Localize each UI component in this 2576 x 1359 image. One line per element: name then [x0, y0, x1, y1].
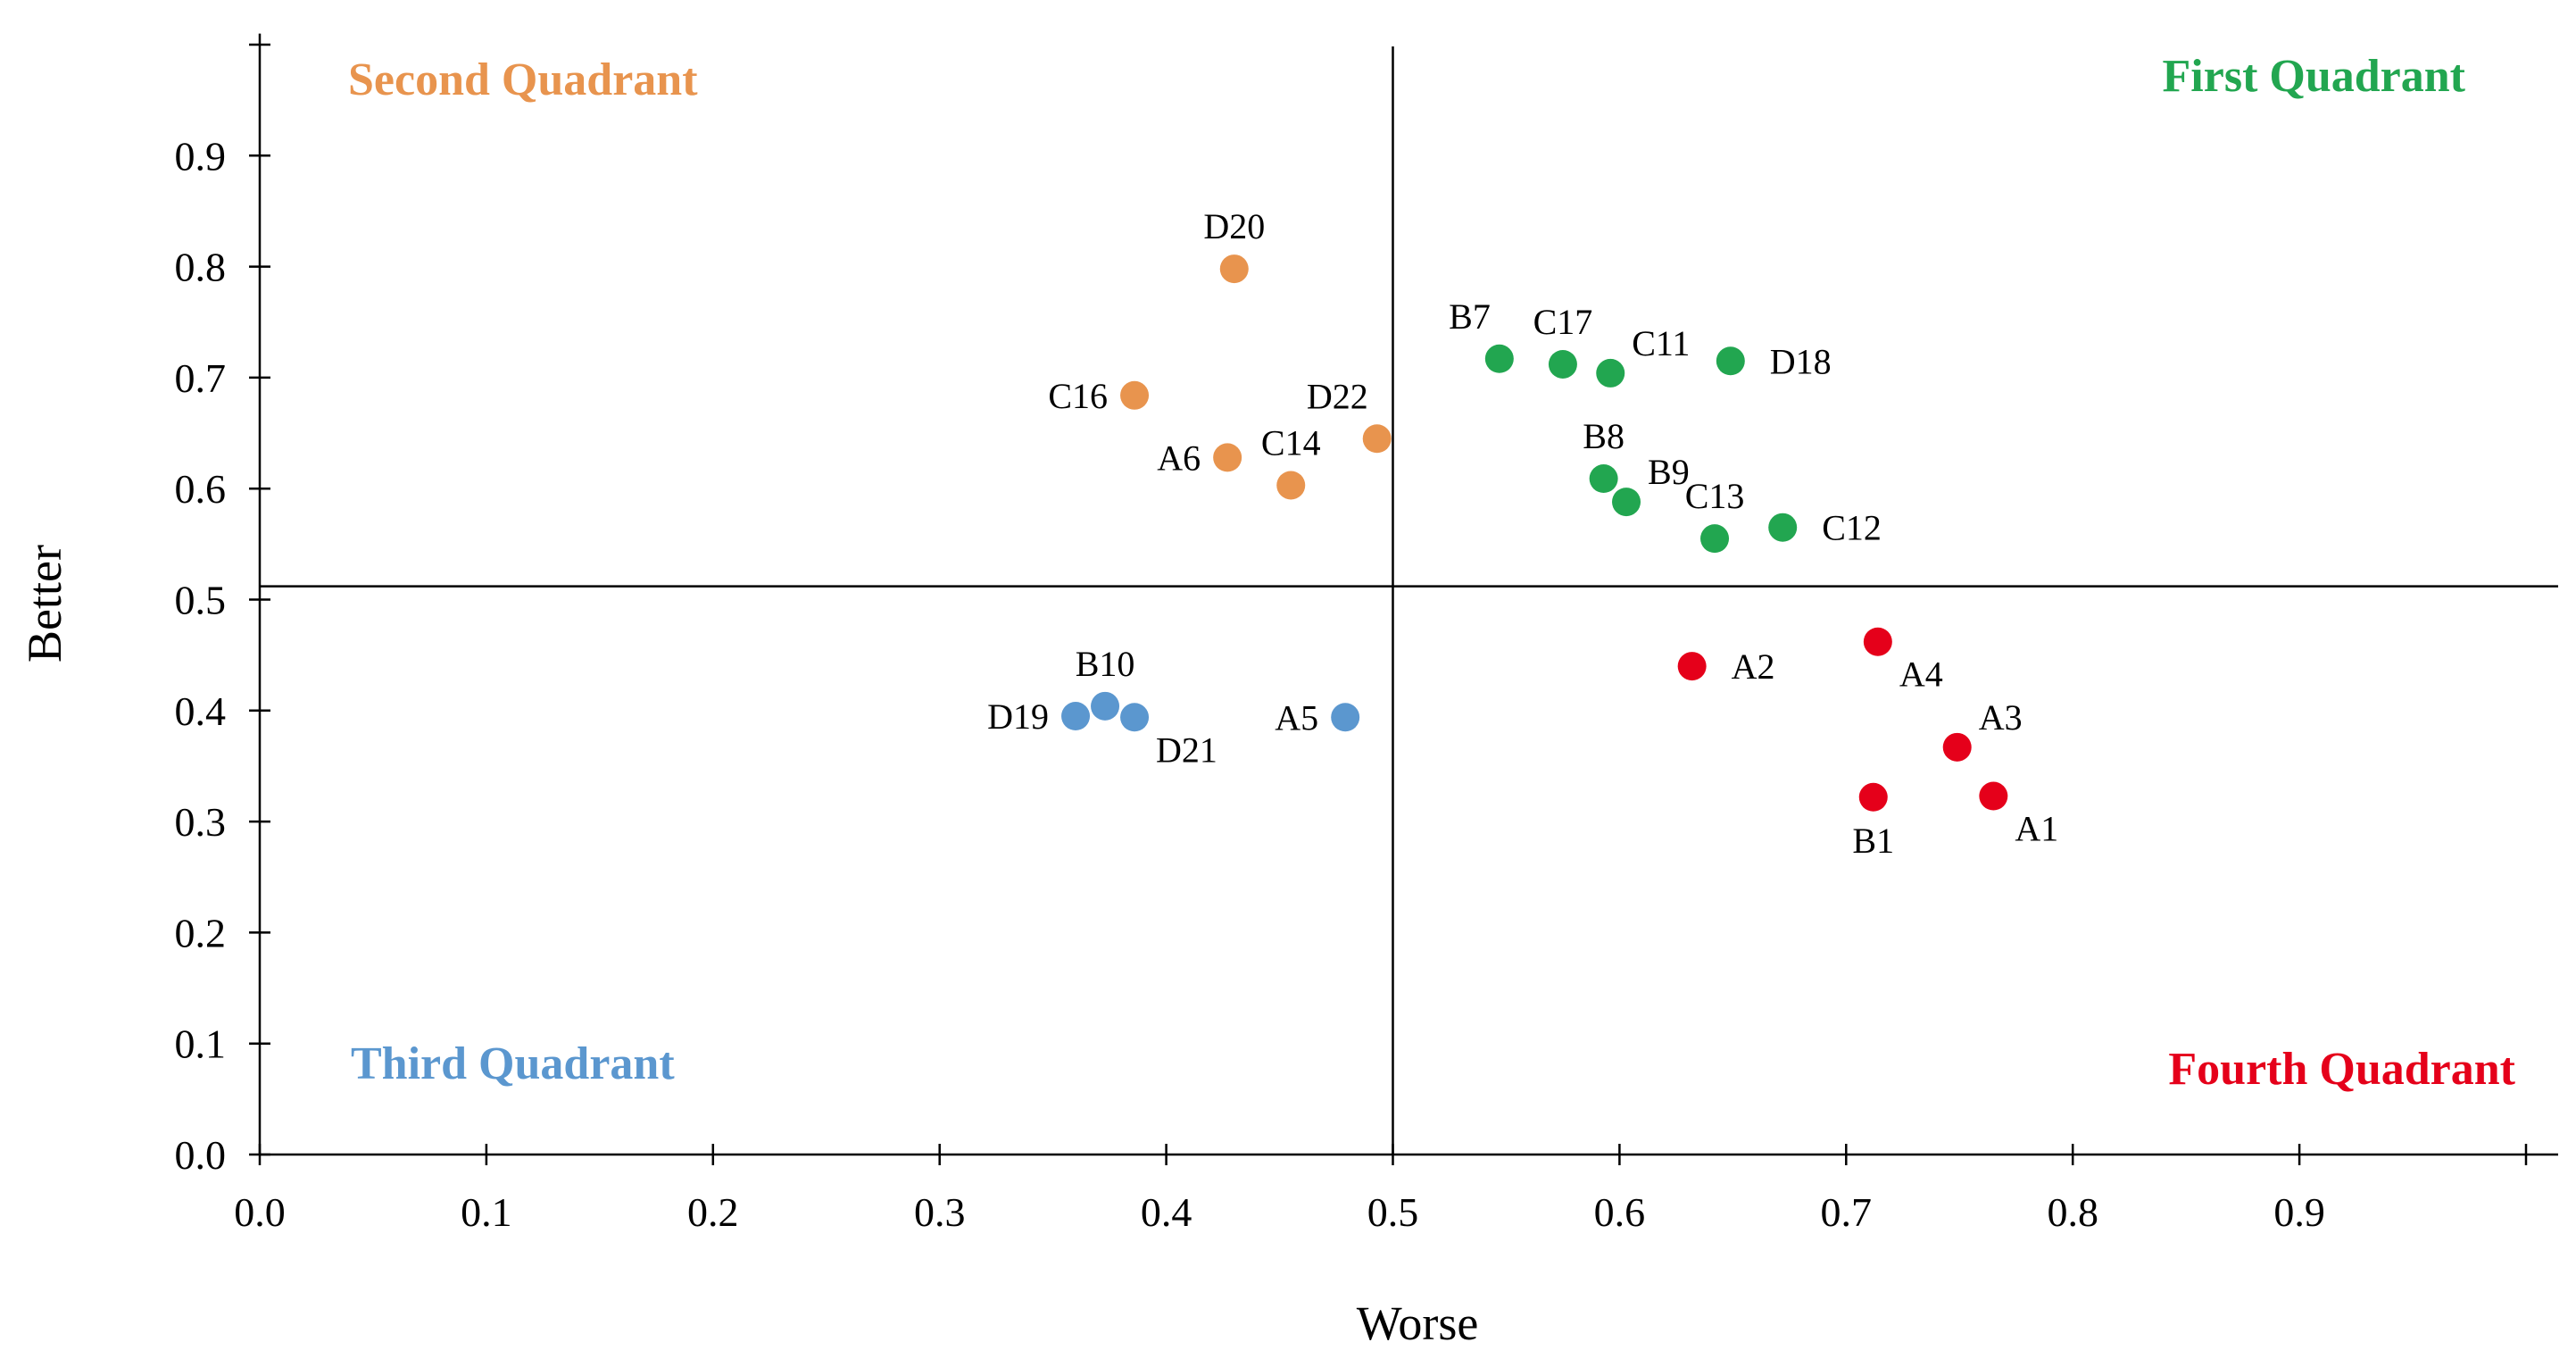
x-tick-label: 0.5 — [1367, 1189, 1419, 1235]
data-point-D19 — [1061, 702, 1091, 731]
data-point-C12 — [1768, 513, 1798, 542]
data-point-B9 — [1612, 488, 1641, 517]
point-label-D20: D20 — [1203, 206, 1265, 246]
point-label-A3: A3 — [1979, 697, 2023, 738]
x-tick-label: 0.7 — [1821, 1189, 1873, 1235]
y-tick-label: 0.7 — [175, 355, 227, 401]
data-point-A1 — [1979, 781, 2008, 811]
point-label-C14: C14 — [1261, 422, 1321, 463]
point-label-D19: D19 — [987, 696, 1049, 737]
quadrant-divider-lines — [260, 46, 2558, 1155]
point-label-D22: D22 — [1307, 376, 1368, 416]
data-point-B7 — [1484, 344, 1514, 373]
point-label-C17: C17 — [1533, 302, 1593, 342]
x-tick-label: 0.0 — [234, 1189, 286, 1235]
quadrant-label: First Quadrant — [2163, 51, 2466, 102]
point-label-B8: B8 — [1583, 416, 1625, 456]
quadrant-labels: First Quadrant Second Quadrant Third Quadr… — [348, 51, 2516, 1095]
point-label-A4: A4 — [1899, 654, 1943, 695]
x-tick-label: 0.6 — [1594, 1189, 1646, 1235]
y-axis-title: Better — [18, 545, 71, 663]
point-label-B9: B9 — [1648, 452, 1690, 492]
x-tick-label: 0.9 — [2273, 1189, 2325, 1235]
data-point-A6 — [1213, 443, 1242, 472]
quadrant-label: Fourth Quadrant — [2168, 1044, 2515, 1095]
data-point-C17 — [1548, 349, 1577, 379]
data-point-D20 — [1219, 254, 1249, 284]
quadrant-label: Second Quadrant — [348, 54, 698, 105]
quadrant-label: Third Quadrant — [351, 1038, 675, 1089]
point-label-C16: C16 — [1048, 376, 1108, 416]
data-point-A3 — [1942, 732, 1972, 762]
point-label-C13: C13 — [1685, 476, 1745, 516]
data-point-C14 — [1276, 471, 1306, 500]
point-label-A2: A2 — [1732, 646, 1775, 687]
y-tick-label: 0.3 — [175, 799, 227, 845]
x-tick-label: 0.1 — [461, 1189, 512, 1235]
point-label-D21: D21 — [1156, 730, 1217, 770]
data-point-D18 — [1716, 346, 1745, 376]
point-label-B7: B7 — [1449, 296, 1491, 337]
point-label-C11: C11 — [1632, 323, 1690, 363]
y-tick-label: 0.9 — [175, 133, 227, 179]
point-label-A1: A1 — [2015, 809, 2058, 849]
data-point-B1 — [1858, 782, 1888, 812]
y-tick-label: 0.2 — [175, 910, 227, 955]
data-point-A5 — [1331, 703, 1360, 732]
data-point-C13 — [1700, 524, 1730, 554]
data-point-A4 — [1863, 627, 1892, 656]
data-point-C16 — [1120, 380, 1150, 410]
data-point-C11 — [1596, 358, 1625, 388]
x-axis-title: Worse — [1357, 1296, 1479, 1350]
y-tick-label: 0.8 — [175, 245, 227, 290]
y-tick-label: 0.5 — [175, 578, 227, 623]
data-point-D22 — [1362, 424, 1392, 454]
axes: 0.0 0.1 0.2 0.3 0.4 0.5 0.6 0.7 0.8 0.9 0.0 0.1 0.2 0… — [175, 33, 2558, 1235]
x-tick-label: 0.8 — [2047, 1189, 2098, 1235]
data-point-A2 — [1677, 652, 1707, 681]
y-tick-label: 0.4 — [175, 688, 227, 734]
y-tick-label: 0.0 — [175, 1132, 227, 1178]
y-tick-label: 0.6 — [175, 466, 227, 512]
point-label-A6: A6 — [1157, 438, 1201, 478]
x-tick-label: 0.4 — [1141, 1189, 1192, 1235]
y-tick-label: 0.1 — [175, 1021, 227, 1067]
data-point-B8 — [1589, 464, 1618, 494]
x-tick-label: 0.2 — [687, 1189, 739, 1235]
point-label-B1: B1 — [1852, 821, 1894, 861]
point-label-A5: A5 — [1275, 697, 1318, 738]
data-point-B10 — [1091, 691, 1120, 721]
point-label-B10: B10 — [1076, 644, 1135, 684]
point-label-D18: D18 — [1770, 341, 1832, 381]
point-label-C12: C12 — [1822, 508, 1882, 548]
data-point-D21 — [1120, 703, 1150, 732]
x-tick-label: 0.3 — [914, 1189, 966, 1235]
